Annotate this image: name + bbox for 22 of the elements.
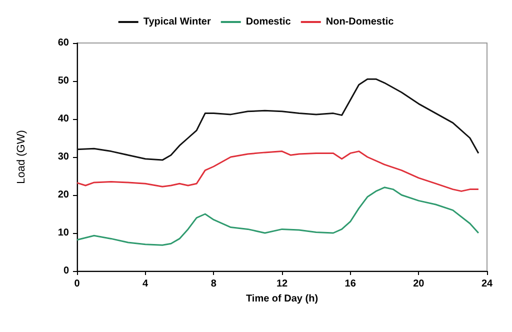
x-tick-label: 4 — [142, 278, 149, 290]
legend-label: Typical Winter — [143, 16, 211, 28]
line-series — [76, 150, 480, 192]
x-axis-title: Time of Day (h) — [246, 293, 318, 304]
x-tick-label: 12 — [276, 278, 288, 290]
y-tick-label: 50 — [58, 76, 70, 86]
x-tick-label: 24 — [481, 278, 493, 290]
y-tick-label: 0 — [63, 266, 70, 276]
legend-label: Domestic — [246, 16, 292, 28]
line-series — [76, 78, 480, 161]
y-tick-label: 60 — [58, 38, 70, 48]
y-tick-label: 20 — [58, 190, 70, 200]
legend-label: Non-Domestic — [326, 16, 394, 28]
y-tick-label: 30 — [58, 152, 70, 162]
y-tick-label: 10 — [58, 228, 70, 238]
x-tick-label: 16 — [344, 278, 356, 290]
y-axis-title: Load (GW) — [16, 130, 28, 184]
line-series — [76, 186, 480, 246]
x-tick-label: 20 — [413, 278, 425, 290]
x-tick-label: 0 — [74, 278, 80, 290]
x-tick-label: 8 — [210, 278, 217, 290]
y-tick-label: 40 — [58, 114, 70, 124]
